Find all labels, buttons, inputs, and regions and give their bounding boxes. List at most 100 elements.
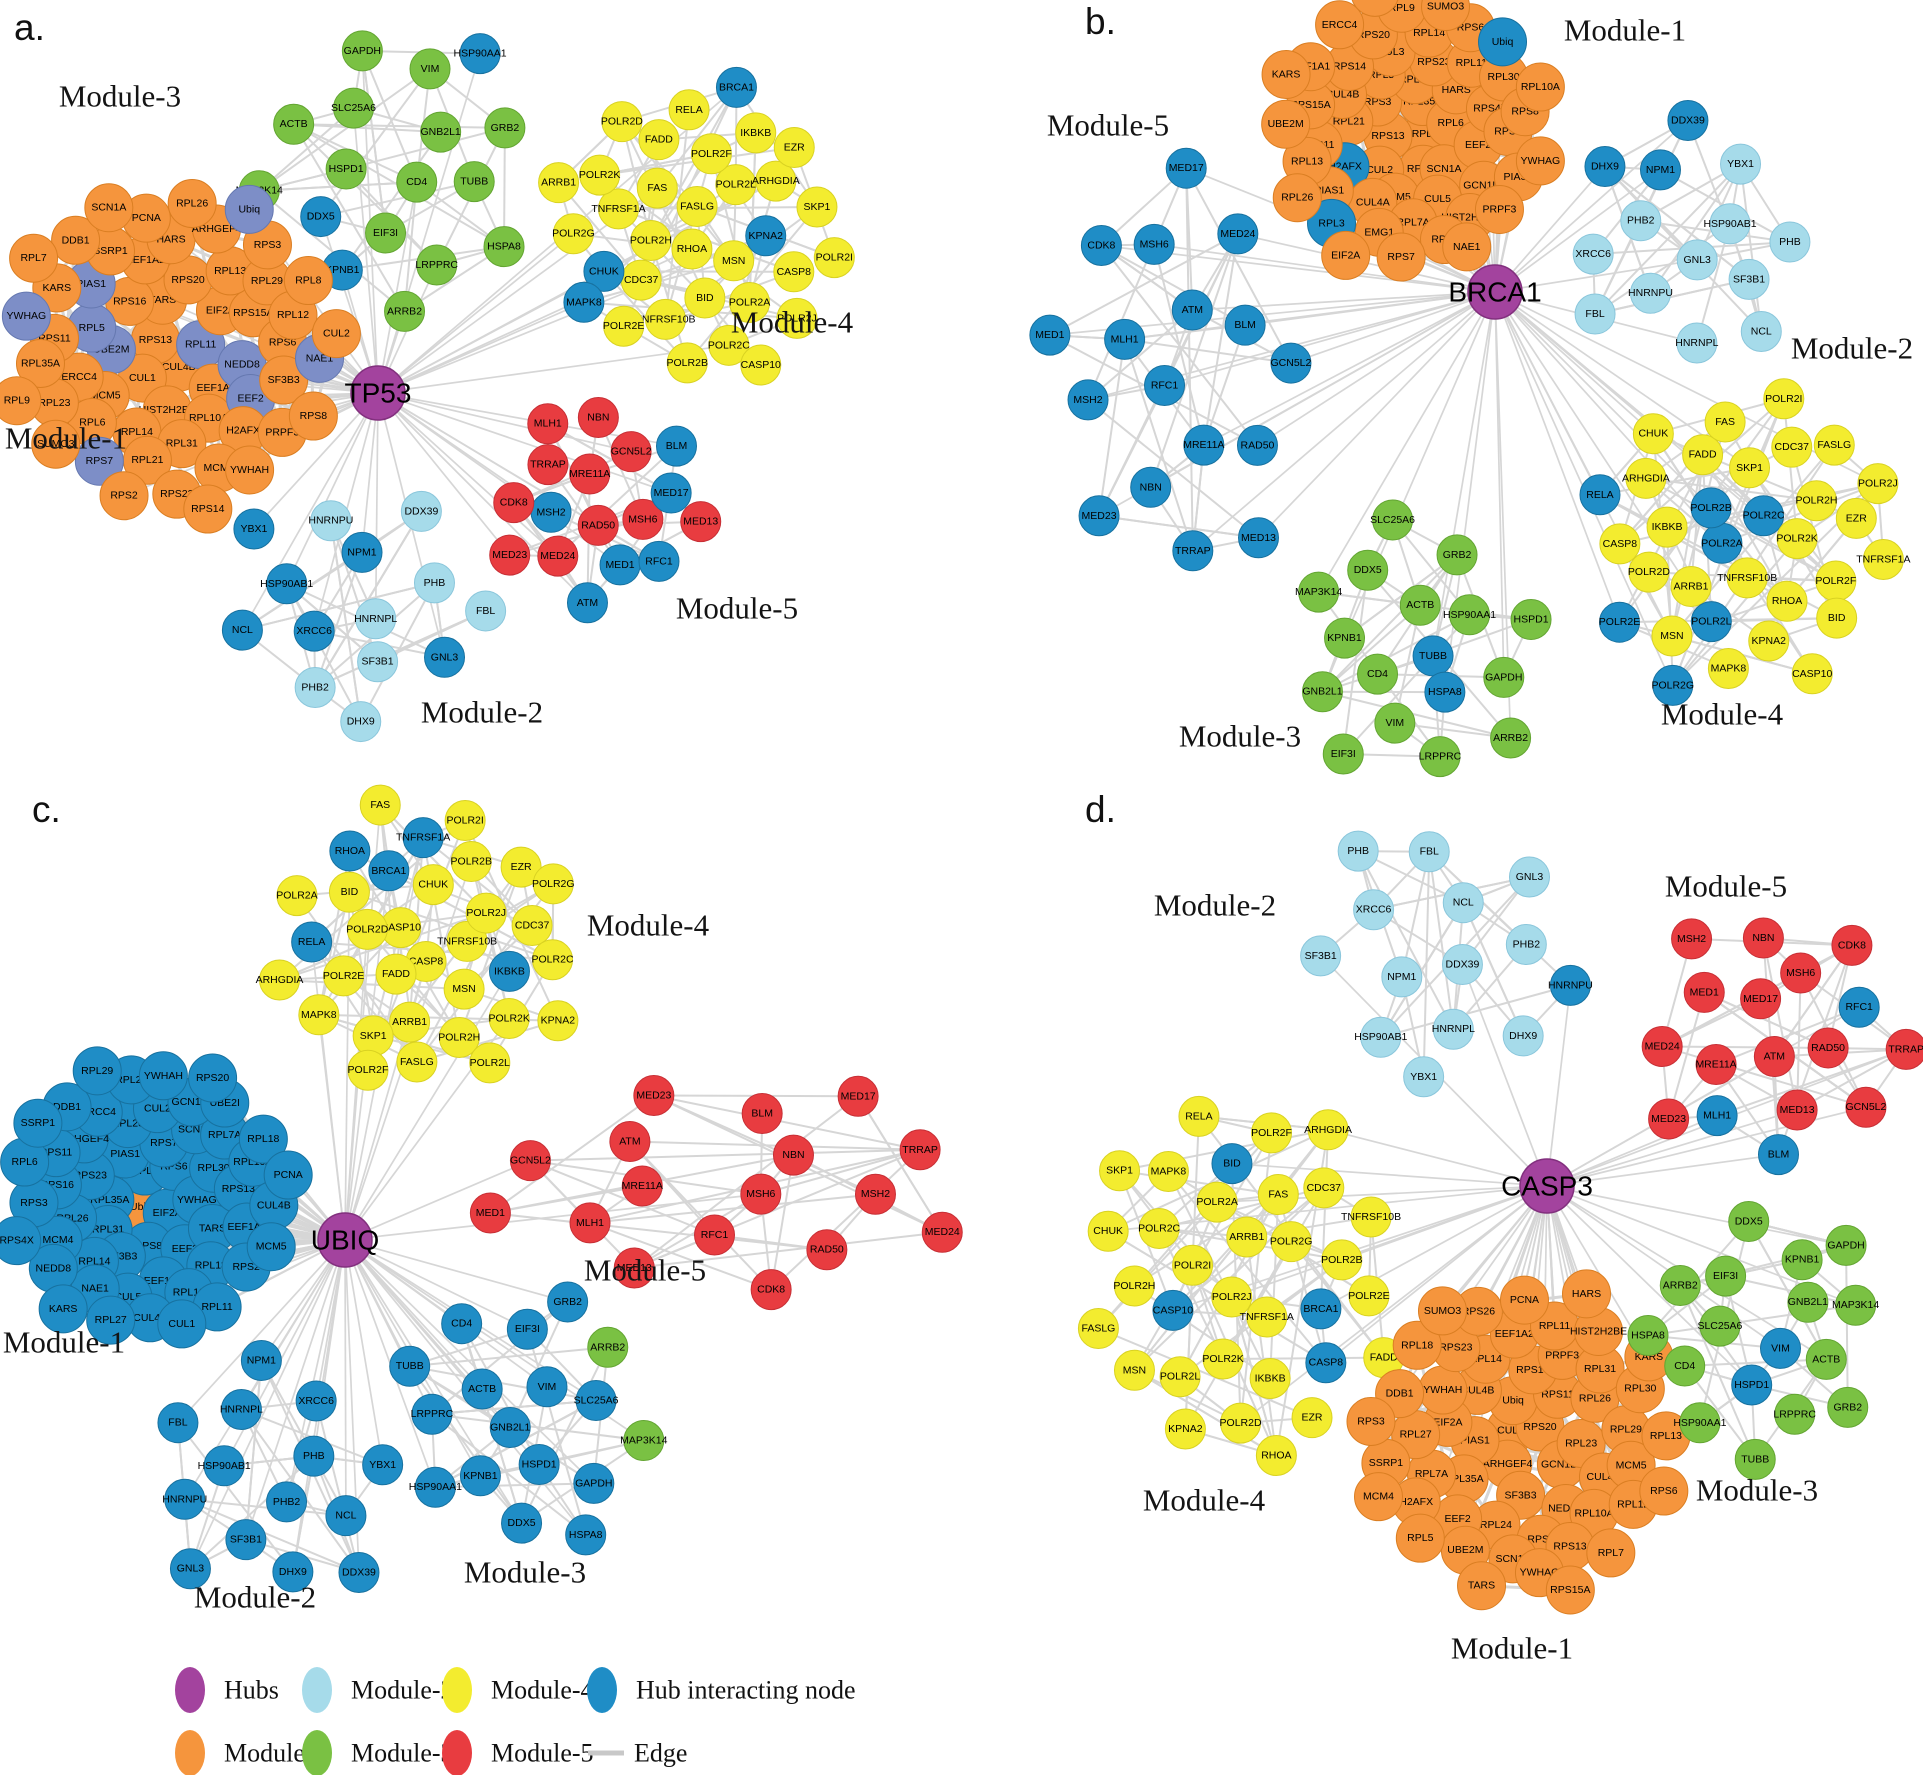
gene-node-FADD[interactable]	[1682, 434, 1724, 476]
gene-node-RHOA[interactable]	[1766, 580, 1808, 622]
gene-node-NPM1[interactable]	[240, 1339, 282, 1381]
gene-node-BRCA1[interactable]	[368, 850, 410, 892]
gene-node-FAS[interactable]	[636, 167, 678, 209]
gene-node-CD4[interactable]	[1664, 1345, 1706, 1387]
gene-node-HSPD1[interactable]	[518, 1444, 560, 1486]
gene-node-MAPK8[interactable]	[1147, 1150, 1189, 1192]
gene-node-NPM1[interactable]	[341, 531, 383, 573]
gene-node-GCN5L2[interactable]	[509, 1140, 551, 1182]
gene-node-RPS7[interactable]	[1376, 232, 1426, 282]
gene-node-EZR[interactable]	[1291, 1397, 1333, 1439]
gene-node-MAP3K14[interactable]	[1298, 571, 1340, 613]
gene-node-POLR2H[interactable]	[1113, 1265, 1155, 1307]
gene-node-TNFRSF1A[interactable]	[1862, 538, 1904, 580]
gene-node-TNFRSF10B[interactable]	[1726, 557, 1768, 599]
gene-node-PHB[interactable]	[1769, 221, 1811, 263]
gene-node-PRPF3[interactable]	[1474, 184, 1524, 234]
gene-node-KPNA2[interactable]	[1164, 1408, 1206, 1450]
gene-node-DDX39[interactable]	[1667, 99, 1709, 141]
gene-node-POLR2J[interactable]	[1857, 463, 1899, 505]
gene-node-POLR2G[interactable]	[532, 863, 574, 905]
gene-node-YWHAH[interactable]	[225, 445, 275, 495]
gene-node-FBL[interactable]	[157, 1402, 199, 1444]
gene-node-CDC37[interactable]	[1303, 1167, 1345, 1209]
gene-node-YWHAG[interactable]	[1515, 136, 1565, 186]
gene-node-BID[interactable]	[684, 277, 726, 319]
gene-node-POLR2B[interactable]	[1690, 487, 1732, 529]
gene-node-MED24[interactable]	[1217, 213, 1259, 255]
gene-node-NBN[interactable]	[1130, 466, 1172, 508]
gene-node-CD4[interactable]	[396, 161, 438, 203]
gene-node-POLR2G[interactable]	[552, 213, 594, 255]
gene-node-DDX5[interactable]	[300, 196, 342, 238]
gene-node-TUBB[interactable]	[453, 161, 495, 203]
gene-node-CDK8[interactable]	[493, 482, 535, 524]
gene-node-POLR2H[interactable]	[1796, 480, 1838, 522]
gene-node-NBN[interactable]	[1742, 917, 1784, 959]
gene-node-MED17[interactable]	[837, 1075, 879, 1117]
gene-node-BID[interactable]	[1816, 597, 1858, 639]
gene-node-GRB2[interactable]	[1827, 1386, 1869, 1428]
gene-node-BLM[interactable]	[741, 1093, 783, 1135]
gene-node-GNL3[interactable]	[1676, 239, 1718, 281]
gene-node-POLR2D[interactable]	[601, 101, 643, 143]
gene-node-GAPDH[interactable]	[341, 30, 383, 72]
gene-node-HSPD1[interactable]	[325, 148, 367, 190]
gene-node-CDK8[interactable]	[750, 1269, 792, 1311]
gene-node-HSP90AA1[interactable]	[414, 1466, 456, 1508]
gene-node-MED23[interactable]	[633, 1074, 675, 1116]
gene-node-FBL[interactable]	[1408, 831, 1450, 873]
gene-node-SF3B1[interactable]	[1728, 258, 1770, 300]
gene-node-LRPPRC[interactable]	[1419, 736, 1461, 778]
gene-node-FBL[interactable]	[465, 590, 507, 632]
gene-node-HSP90AB1[interactable]	[1360, 1016, 1402, 1058]
gene-node-MRE11A[interactable]	[621, 1165, 663, 1207]
gene-node-RPS2[interactable]	[99, 471, 149, 521]
gene-node-YBX1[interactable]	[1720, 143, 1762, 185]
gene-node-ARHGDIA[interactable]	[1307, 1109, 1349, 1151]
gene-node-YBX1[interactable]	[362, 1444, 404, 1486]
gene-node-KARS[interactable]	[1261, 49, 1311, 99]
gene-node-POLR2H[interactable]	[630, 219, 672, 261]
gene-node-VIM[interactable]	[526, 1366, 568, 1408]
gene-node-MAPK8[interactable]	[563, 281, 605, 323]
gene-node-SF3B1[interactable]	[357, 641, 399, 683]
gene-node-MED13[interactable]	[680, 501, 722, 543]
gene-node-POLR2A[interactable]	[729, 281, 771, 323]
gene-node-CD4[interactable]	[441, 1303, 483, 1345]
gene-node-ARRB1[interactable]	[538, 162, 580, 204]
gene-node-MSH6[interactable]	[622, 498, 664, 540]
gene-node-ARRB1[interactable]	[1670, 566, 1712, 608]
gene-node-SCN1A[interactable]	[84, 183, 134, 233]
gene-node-KPNA2[interactable]	[537, 1000, 579, 1042]
gene-node-POLR2I[interactable]	[1172, 1244, 1214, 1286]
gene-node-DDX5[interactable]	[501, 1502, 543, 1544]
gene-node-POLR2E[interactable]	[1599, 601, 1641, 643]
gene-node-ATM[interactable]	[1753, 1036, 1795, 1078]
gene-node-RPL26[interactable]	[167, 178, 217, 228]
gene-node-ERCC4[interactable]	[1315, 0, 1365, 50]
gene-node-GNB2L1[interactable]	[1301, 671, 1343, 713]
gene-node-PHB2[interactable]	[1505, 923, 1547, 965]
gene-node-YWHAH[interactable]	[138, 1051, 188, 1101]
gene-node-EIF3I[interactable]	[365, 212, 407, 254]
gene-node-SF3B1[interactable]	[225, 1519, 267, 1561]
gene-node-CASP8[interactable]	[1599, 523, 1641, 565]
gene-node-POLR2L[interactable]	[469, 1042, 511, 1084]
gene-node-NPM1[interactable]	[1639, 149, 1681, 191]
gene-node-SLC25A6[interactable]	[1372, 499, 1414, 541]
gene-node-LRPPRC[interactable]	[411, 1393, 453, 1435]
gene-node-MED23[interactable]	[1648, 1098, 1690, 1140]
gene-node-MSH6[interactable]	[740, 1173, 782, 1215]
gene-node-DHX9[interactable]	[272, 1551, 314, 1593]
gene-node-MSH2[interactable]	[1067, 379, 1109, 421]
gene-node-RPL7[interactable]	[9, 233, 59, 283]
gene-node-KPNB1[interactable]	[459, 1455, 501, 1497]
gene-node-MED13[interactable]	[1237, 517, 1279, 559]
gene-node-RFC1[interactable]	[694, 1214, 736, 1256]
gene-node-POLR2F[interactable]	[690, 133, 732, 175]
gene-node-POLR2L[interactable]	[1690, 601, 1732, 643]
gene-node-RPL27[interactable]	[86, 1295, 136, 1345]
gene-node-MSN[interactable]	[1113, 1349, 1155, 1391]
gene-node-DHX9[interactable]	[1584, 146, 1626, 188]
